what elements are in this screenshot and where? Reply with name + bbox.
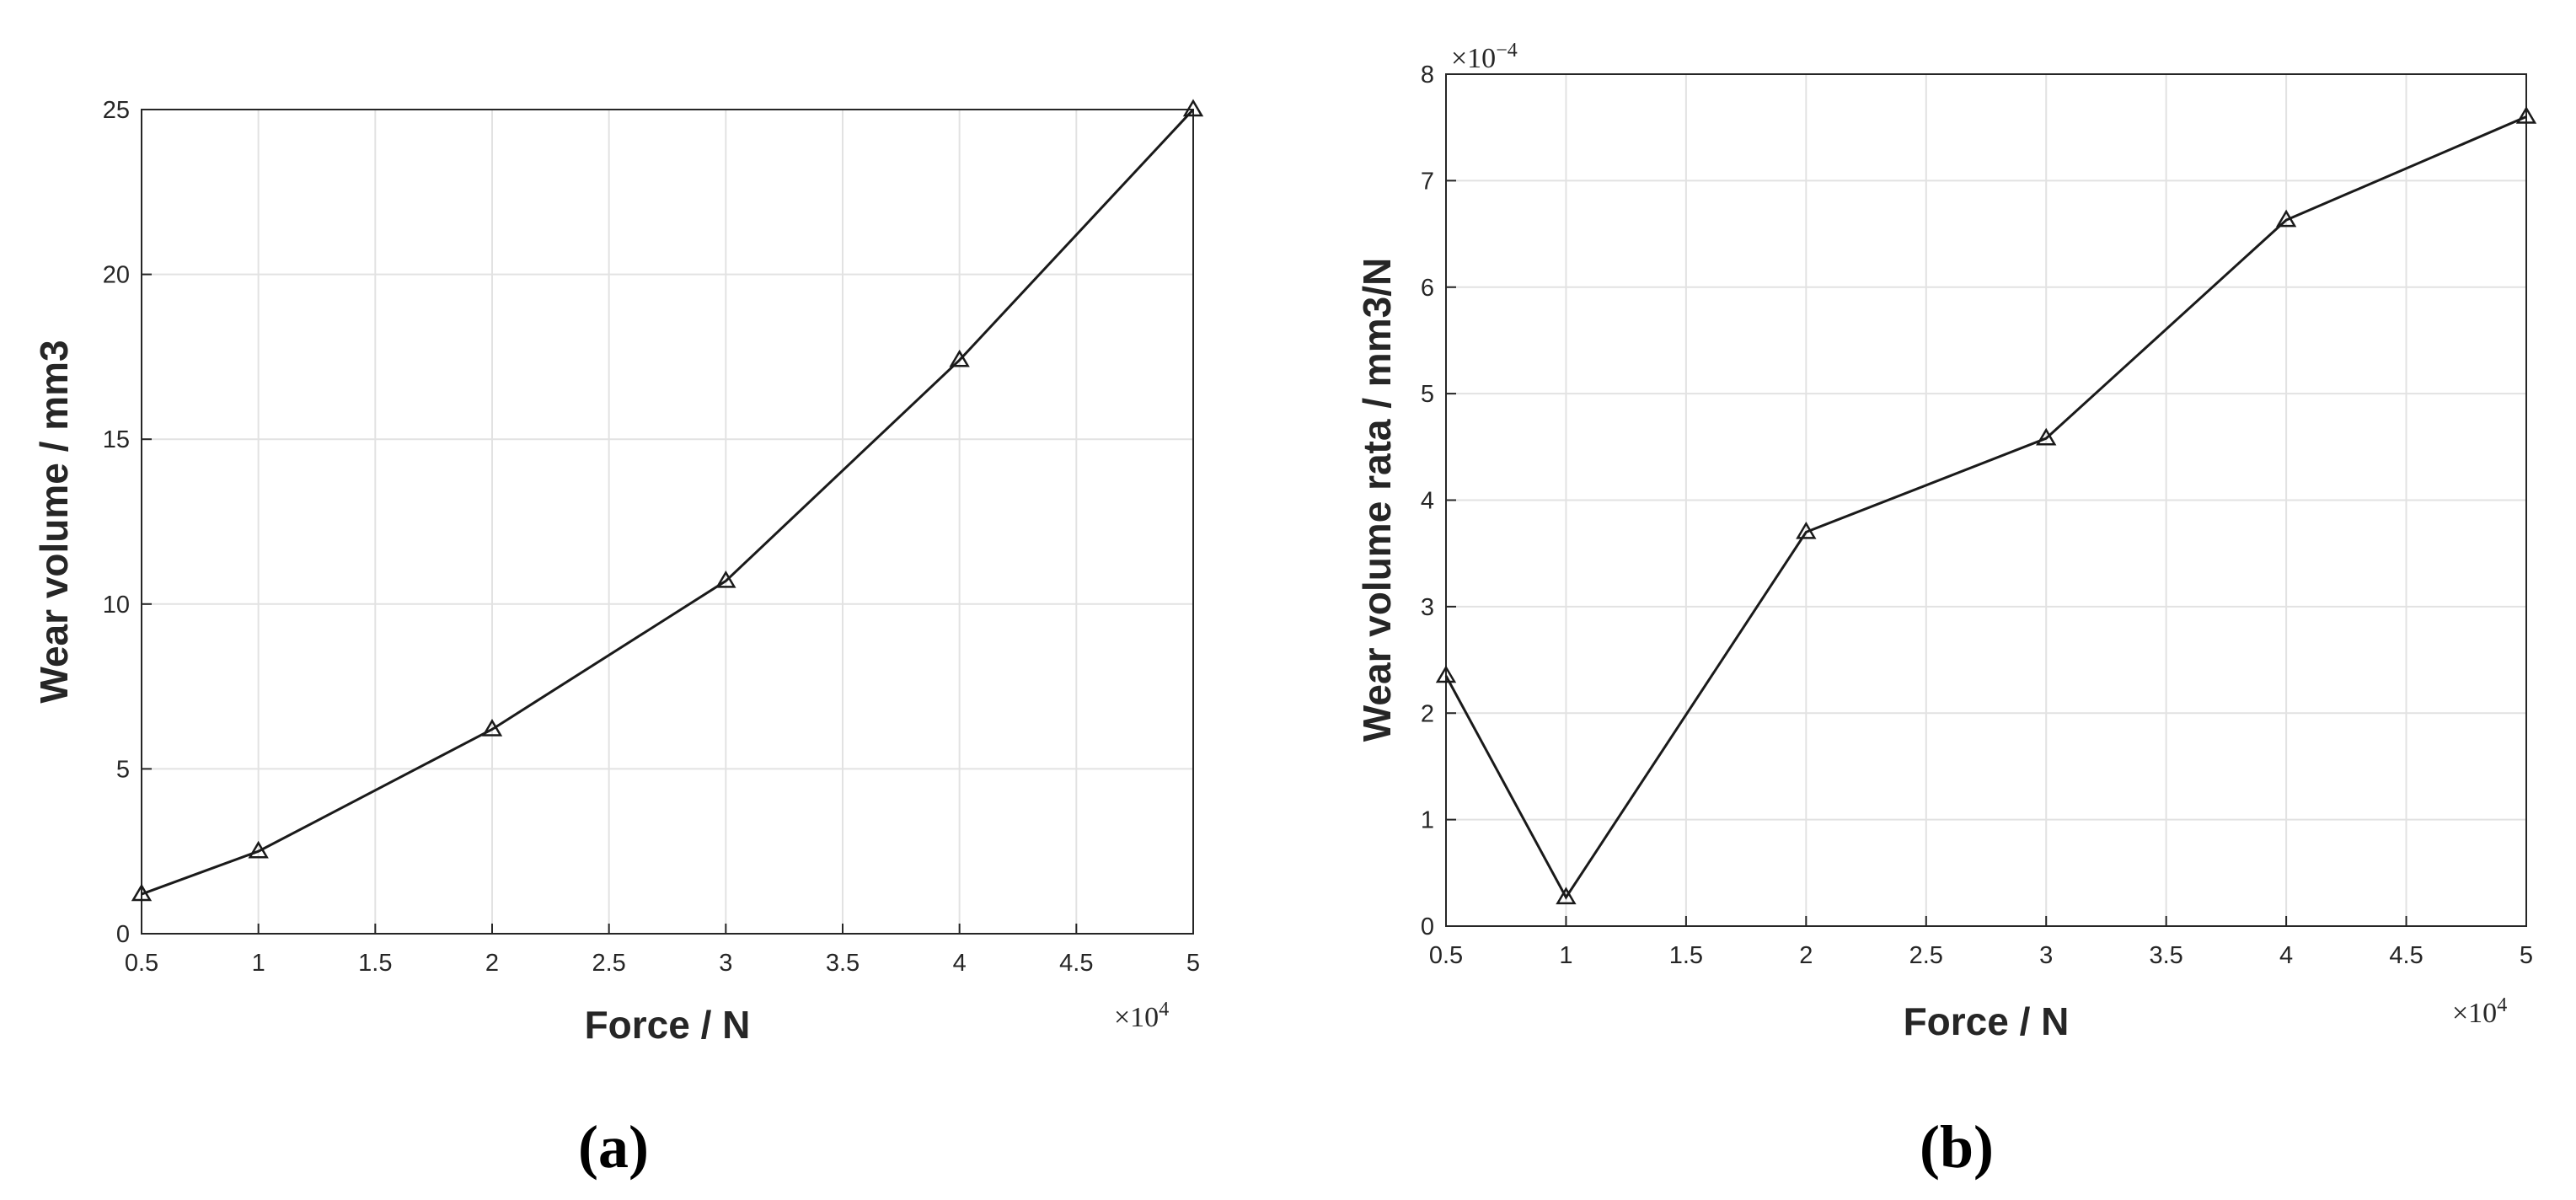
b-ytick-label-1: 1	[1421, 807, 1434, 834]
a-data-point-4	[949, 349, 970, 367]
b-ytick-label-0: 0	[1421, 913, 1434, 940]
b-ytick-label-8: 8	[1421, 62, 1434, 88]
b-ytick-label-2: 2	[1421, 700, 1434, 727]
b-data-point-0	[1435, 665, 1457, 683]
b-xtick-label-4: 2.5	[1909, 942, 1943, 969]
b-xtick-label-9: 5	[2520, 942, 2533, 969]
a-xtick-label-7: 4	[953, 950, 967, 977]
b-xtick-label-3: 2	[1799, 942, 1813, 969]
b-xtick-label-8: 4.5	[2389, 942, 2423, 969]
b-ytick-label-3: 3	[1421, 594, 1434, 621]
a-xtick-label-6: 3.5	[826, 950, 860, 977]
panel-a-ticks: 0.5 1 1.5 2 2.5 3 3.5 4 4.5 5 0 5 10 15 20 25	[103, 97, 1200, 977]
a-ytick-label-0: 0	[116, 921, 130, 948]
panel-a-y-axis-label: Wear volume / mm3	[32, 340, 76, 703]
a-ytick-label-1: 5	[116, 756, 130, 783]
a-xtick-label-9: 5	[1186, 950, 1200, 977]
a-data-point-0	[131, 883, 153, 902]
a-data-point-5	[1182, 99, 1204, 117]
b-data-point-3	[2036, 427, 2057, 446]
b-xtick-label-1: 1	[1559, 942, 1572, 969]
panel-b-grid	[1445, 73, 2527, 927]
b-data-point-4	[2275, 209, 2297, 228]
b-ytick-label-7: 7	[1421, 168, 1434, 195]
panel-a-data	[131, 99, 1204, 902]
a-xtick-label-2: 1.5	[358, 950, 392, 977]
a-data-point-3	[715, 570, 736, 588]
a-xtick-label-8: 4.5	[1059, 950, 1093, 977]
a-ytick-label-5: 25	[103, 97, 130, 124]
panel-b-x-multiplier: ×104	[2452, 994, 2507, 1029]
b-xtick-label-6: 3.5	[2150, 942, 2183, 969]
b-ytick-label-5: 5	[1421, 381, 1434, 408]
b-data-point-2	[1796, 521, 1817, 539]
b-xtick-label-7: 4	[2279, 942, 2293, 969]
b-xtick-label-2: 1.5	[1669, 942, 1703, 969]
b-data-point-1	[1556, 887, 1577, 905]
a-data-point-1	[248, 840, 269, 859]
a-xtick-label-1: 1	[252, 950, 265, 977]
a-ytick-label-3: 15	[103, 426, 130, 453]
panel-b-x-axis-label: Force / N	[1904, 999, 2070, 1043]
a-ytick-label-2: 10	[103, 592, 130, 619]
panel-a-caption: (a)	[578, 1113, 649, 1181]
a-xtick-label-0: 0.5	[125, 950, 158, 977]
a-series-line	[141, 108, 1195, 896]
panel-b-ticks: 0.5 1 1.5 2 2.5 3 3.5 4 4.5 5 0 1 2 3 4 5 6 7 8	[1421, 62, 2533, 969]
panel-a-plot-frame	[141, 109, 1194, 935]
b-ytick-label-6: 6	[1421, 275, 1434, 302]
a-data-point-2	[481, 718, 503, 737]
b-xtick-label-0: 0.5	[1429, 942, 1463, 969]
a-ytick-label-4: 20	[103, 262, 130, 289]
b-ytick-label-4: 4	[1421, 488, 1434, 515]
panel-b-y-axis-label: Wear volume rata / mm3/N	[1355, 258, 1399, 742]
panel-a: 0.5 1 1.5 2 2.5 3 3.5 4 4.5 5 0 5 10 15 20 25 Force / N…	[32, 97, 1204, 1181]
a-xtick-label-3: 2	[485, 950, 499, 977]
b-data-point-5	[2515, 106, 2537, 124]
panel-a-x-multiplier: ×104	[1114, 999, 1169, 1033]
panel-a-x-axis-label: Force / N	[585, 1003, 751, 1047]
a-xtick-label-4: 2.5	[592, 950, 626, 977]
panel-a-grid	[141, 109, 1194, 935]
panel-b-data	[1435, 106, 2537, 905]
b-xtick-label-5: 3	[2039, 942, 2053, 969]
panel-b-y-multiplier: ×10−4	[1451, 40, 1518, 74]
b-series-line	[1444, 115, 2527, 900]
a-xtick-label-5: 3	[719, 950, 732, 977]
panel-b-caption: (b)	[1920, 1113, 1994, 1181]
